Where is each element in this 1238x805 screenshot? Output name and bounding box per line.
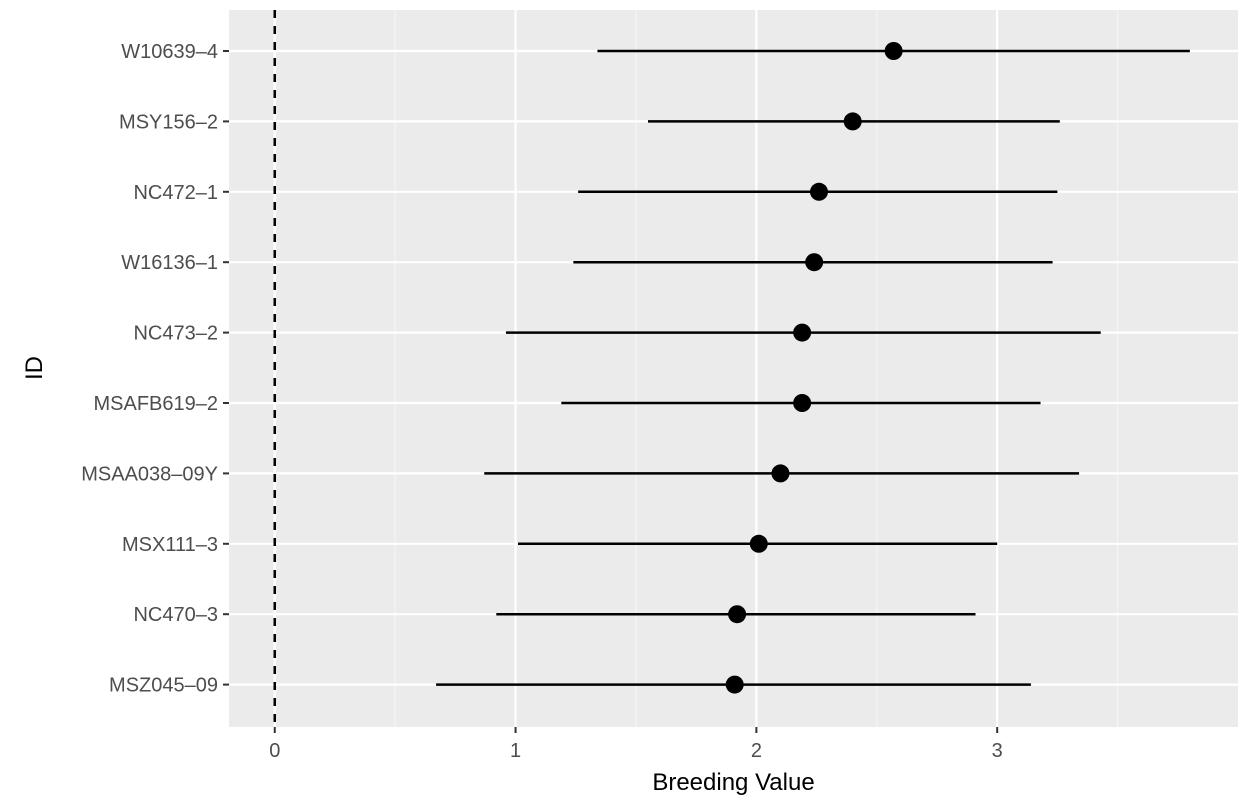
estimate-point [749,534,768,553]
estimate-point [793,394,812,412]
y-tick-label: NC472–1 [133,182,218,204]
minor-gridlines [394,10,1119,727]
x-tick-label: 3 [992,740,1003,762]
x-tick-label: 2 [751,740,762,762]
y-axis-title: ID [21,356,48,380]
estimate-point [725,675,744,694]
y-tick-label: MSAFB619–2 [93,393,218,415]
y-tick-label: MSX111–3 [122,534,218,556]
estimate-point [728,605,747,624]
y-tick-label: MSAA038–09Y [81,463,218,485]
estimate-points [725,42,903,694]
estimate-point [809,182,828,201]
x-axis-title: Breeding Value [652,769,814,796]
estimate-point [805,253,824,272]
x-tick-label: 0 [269,740,280,762]
estimate-point [793,323,812,342]
x-tick-label: 1 [510,740,521,762]
y-tick-label: MSZ045–09 [109,675,218,697]
estimate-point [771,464,790,483]
y-tick-label: NC473–2 [133,323,218,345]
y-tick-label: W16136–1 [121,252,218,274]
y-tick-label: MSY156–2 [119,111,218,133]
y-tick-label: NC470–3 [133,604,218,626]
estimate-point [843,112,862,131]
estimate-point [884,42,903,60]
y-tick-label: W10639–4 [121,41,218,63]
x-axis: 0 1 2 3 [269,727,1003,762]
y-axis: W10639–4 MSY156–2 NC472–1 W16136–1 NC473–2 MS… [81,41,229,697]
